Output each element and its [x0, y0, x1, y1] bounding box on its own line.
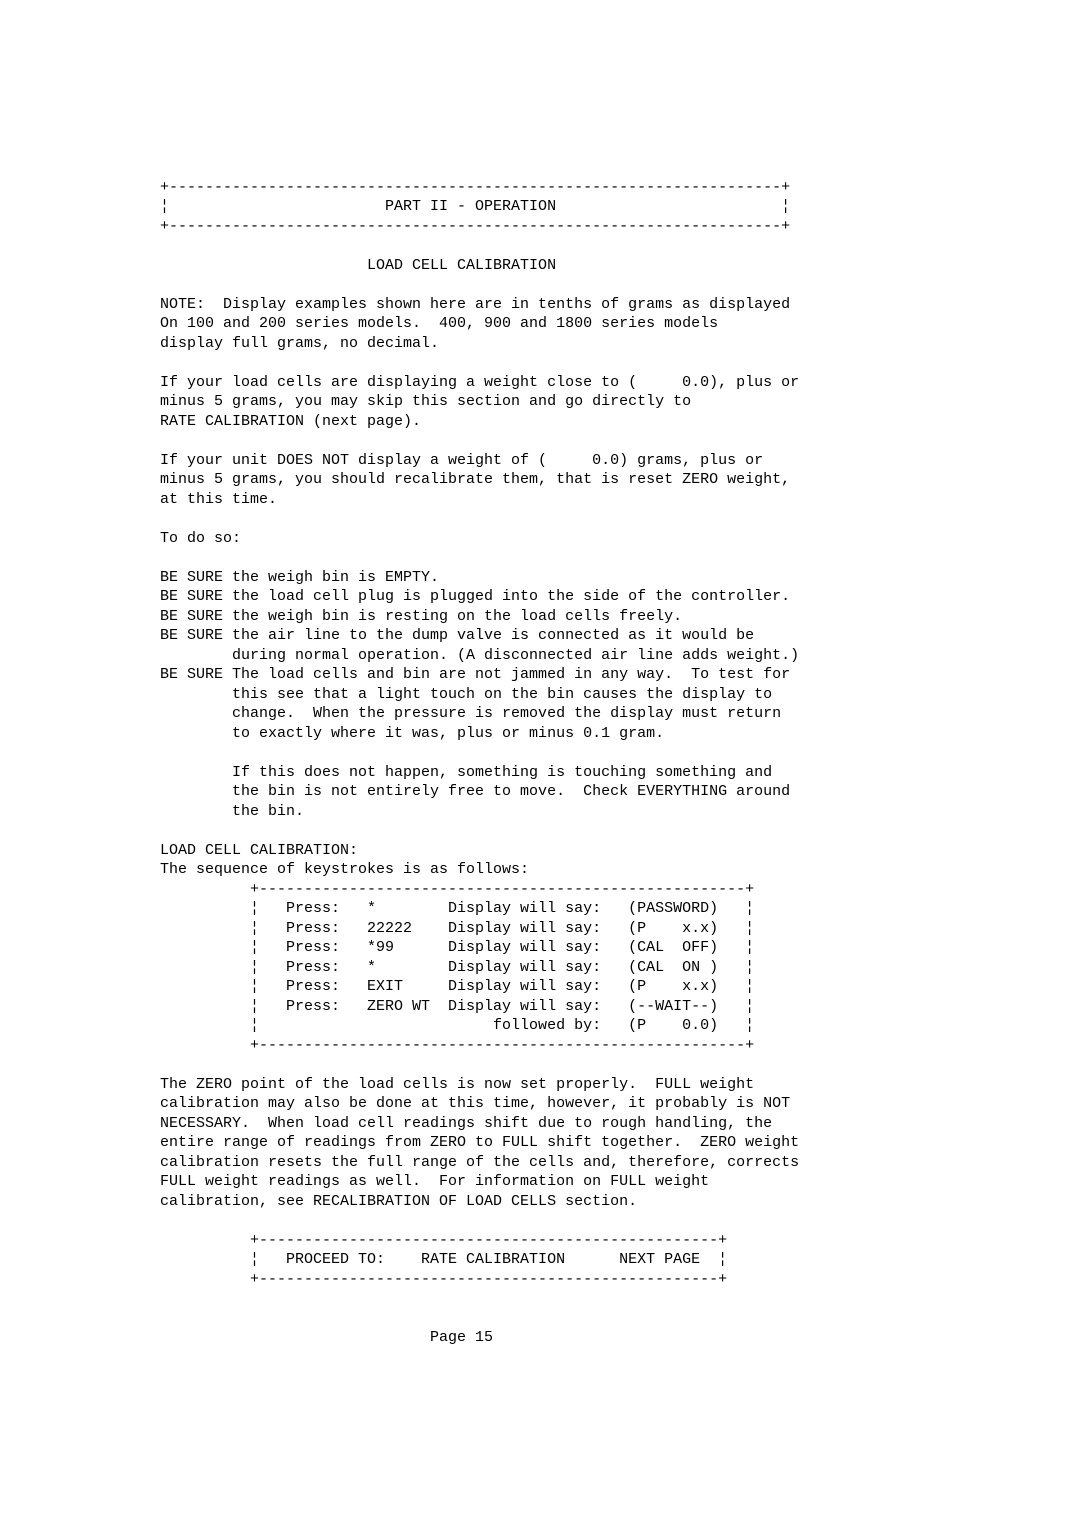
besure-3: BE SURE the air line to the dump valve i… — [160, 627, 754, 644]
proceed-border-top: +---------------------------------------… — [160, 1232, 727, 1249]
besure-4: during normal operation. (A disconnected… — [160, 647, 799, 664]
para-recalibrate-0: If your unit DOES NOT display a weight o… — [160, 452, 763, 469]
zero-para-3: entire range of readings from ZERO to FU… — [160, 1134, 799, 1151]
note-line-1: On 100 and 200 series models. 400, 900 a… — [160, 315, 718, 332]
keystroke-border-bottom: +---------------------------------------… — [160, 1037, 754, 1054]
header-border-bottom: +---------------------------------------… — [160, 218, 790, 235]
besure-extra-1: the bin is not entirely free to move. Ch… — [160, 783, 790, 800]
proceed-border-bottom: +---------------------------------------… — [160, 1271, 727, 1288]
besure-8: to exactly where it was, plus or minus 0… — [160, 725, 664, 742]
besure-6: this see that a light touch on the bin c… — [160, 686, 772, 703]
besure-2: BE SURE the weigh bin is resting on the … — [160, 608, 682, 625]
cal-header-0: LOAD CELL CALIBRATION: — [160, 842, 358, 859]
todo-so: To do so: — [160, 530, 241, 547]
besure-7: change. When the pressure is removed the… — [160, 705, 781, 722]
besure-extra-2: the bin. — [160, 803, 304, 820]
zero-para-5: FULL weight readings as well. For inform… — [160, 1173, 709, 1190]
section-title: LOAD CELL CALIBRATION — [160, 257, 556, 274]
note-line-2: display full grams, no decimal. — [160, 335, 439, 352]
para-skip-0: If your load cells are displaying a weig… — [160, 374, 799, 391]
keystroke-row-0: ¦ Press: * Display will say: (PASSWORD) … — [160, 900, 754, 917]
keystroke-row-1: ¦ Press: 22222 Display will say: (P x.x)… — [160, 920, 754, 937]
para-recalibrate-2: at this time. — [160, 491, 277, 508]
header-border-top: +---------------------------------------… — [160, 179, 790, 196]
keystroke-border-top: +---------------------------------------… — [160, 881, 754, 898]
header-title: ¦ PART II - OPERATION ¦ — [160, 198, 790, 215]
besure-5: BE SURE The load cells and bin are not j… — [160, 666, 790, 683]
zero-para-2: NECESSARY. When load cell readings shift… — [160, 1115, 772, 1132]
zero-para-0: The ZERO point of the load cells is now … — [160, 1076, 754, 1093]
keystroke-row-3: ¦ Press: * Display will say: (CAL ON ) ¦ — [160, 959, 754, 976]
note-line-0: NOTE: Display examples shown here are in… — [160, 296, 790, 313]
zero-para-6: calibration, see RECALIBRATION OF LOAD C… — [160, 1193, 637, 1210]
besure-0: BE SURE the weigh bin is EMPTY. — [160, 569, 439, 586]
zero-para-4: calibration resets the full range of the… — [160, 1154, 799, 1171]
besure-extra-0: If this does not happen, something is to… — [160, 764, 772, 781]
keystroke-row-4: ¦ Press: EXIT Display will say: (P x.x) … — [160, 978, 754, 995]
para-recalibrate-1: minus 5 grams, you should recalibrate th… — [160, 471, 790, 488]
document-page: +---------------------------------------… — [160, 158, 920, 1348]
para-skip-1: minus 5 grams, you may skip this section… — [160, 393, 691, 410]
para-skip-2: RATE CALIBRATION (next page). — [160, 413, 421, 430]
cal-header-1: The sequence of keystrokes is as follows… — [160, 861, 529, 878]
zero-para-1: calibration may also be done at this tim… — [160, 1095, 790, 1112]
keystroke-row-5: ¦ Press: ZERO WT Display will say: (--WA… — [160, 998, 754, 1015]
proceed-line: ¦ PROCEED TO: RATE CALIBRATION NEXT PAGE… — [160, 1251, 727, 1268]
keystroke-row-6: ¦ followed by: (P 0.0) ¦ — [160, 1017, 754, 1034]
page-number: Page 15 — [160, 1329, 493, 1346]
besure-1: BE SURE the load cell plug is plugged in… — [160, 588, 790, 605]
keystroke-row-2: ¦ Press: *99 Display will say: (CAL OFF)… — [160, 939, 754, 956]
